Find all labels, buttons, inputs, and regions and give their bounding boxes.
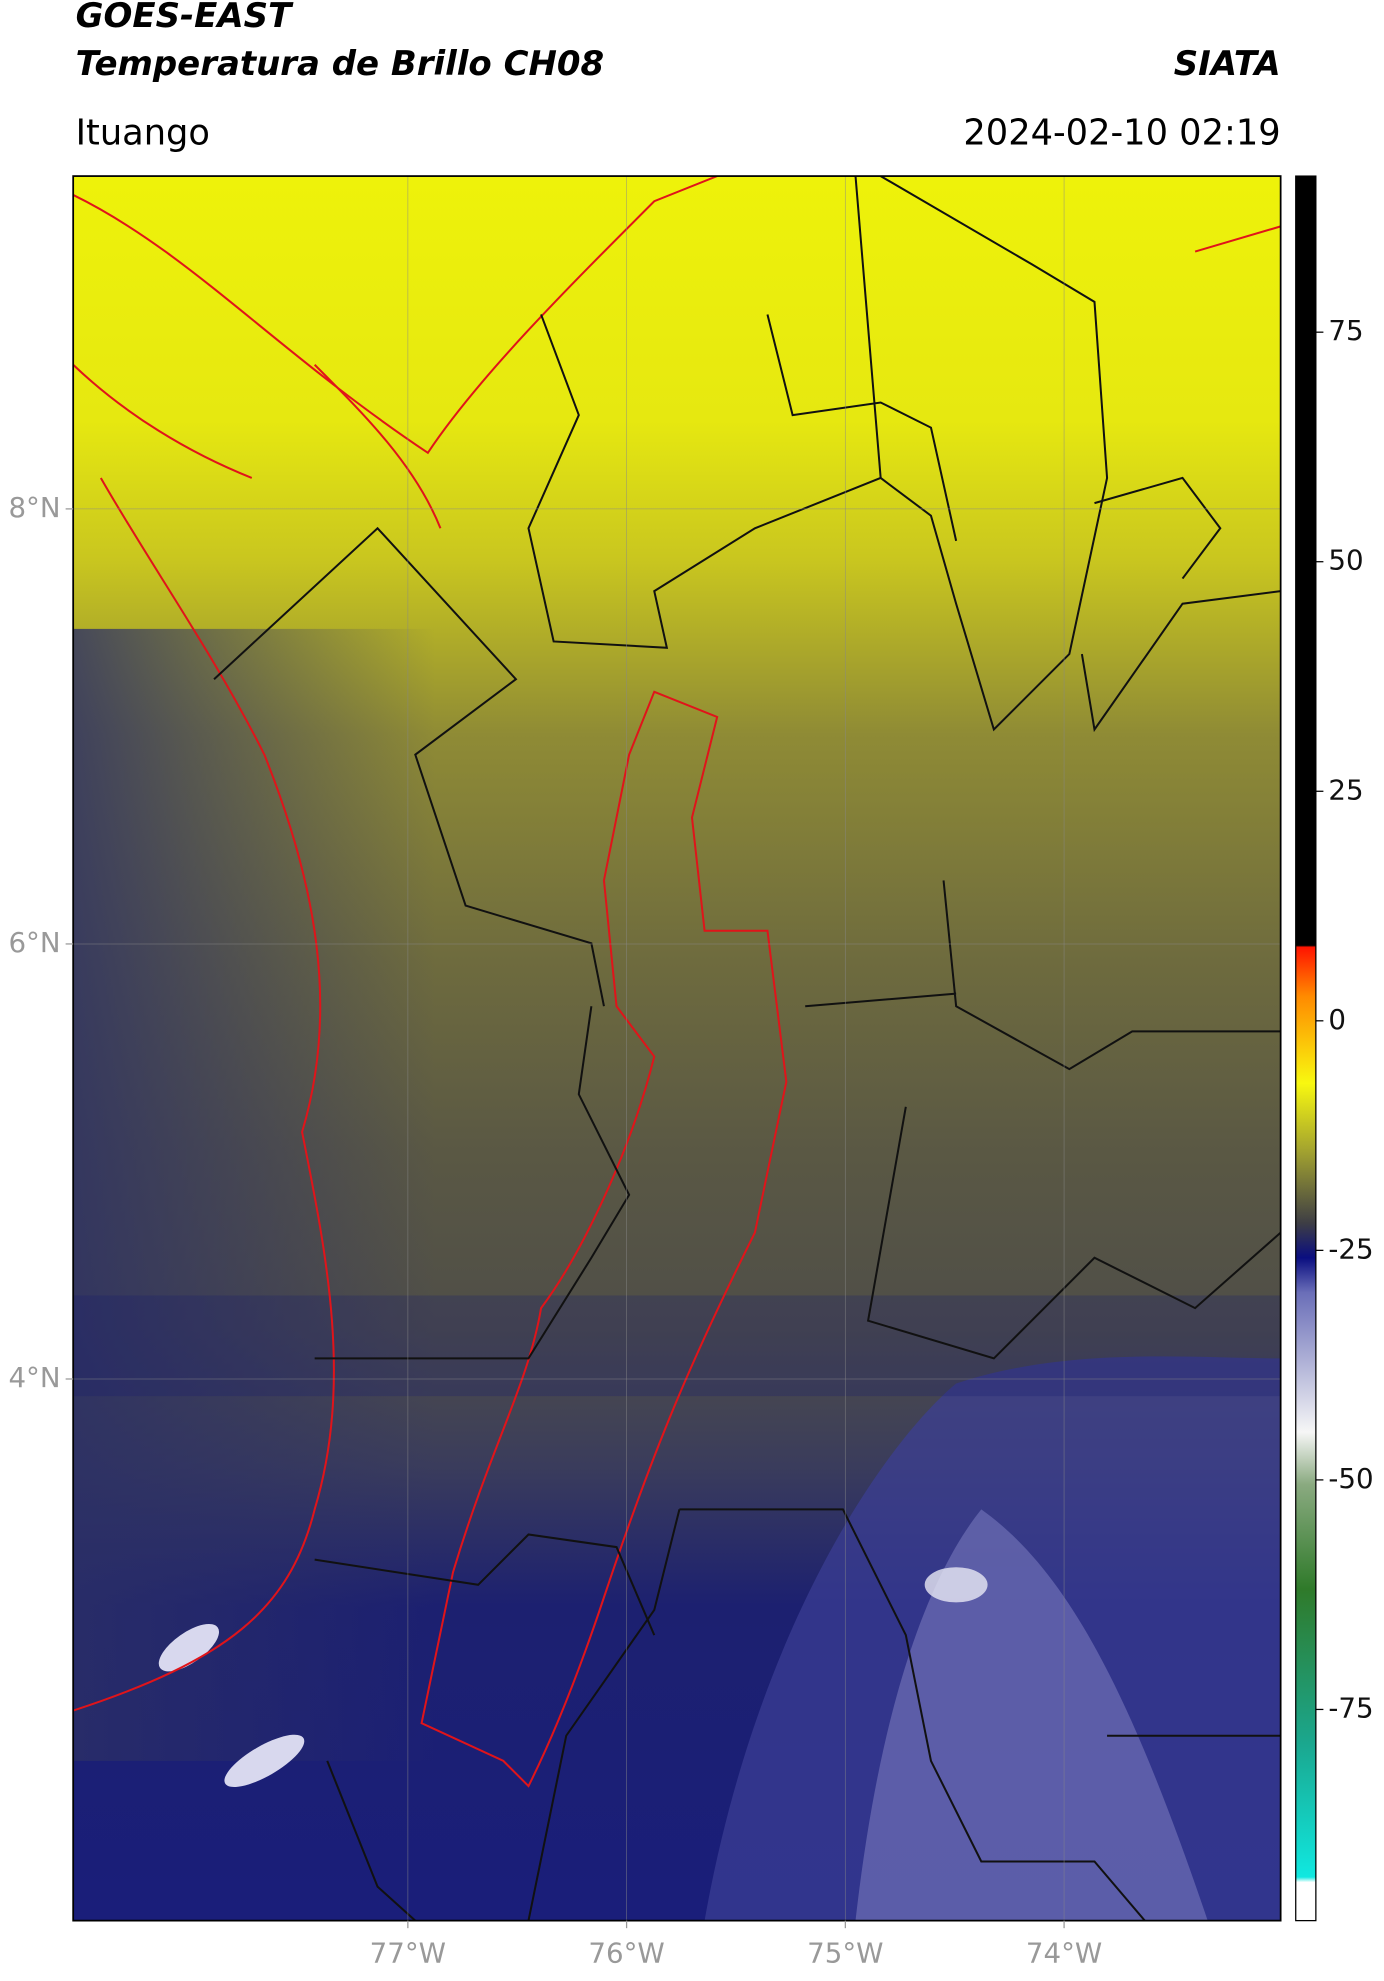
colorbar-tick-label: -25 xyxy=(1328,1232,1373,1265)
colorbar-tick-label: -50 xyxy=(1328,1462,1373,1495)
colorbar-tick-label: -75 xyxy=(1328,1691,1373,1724)
x-tick-label: 75°W xyxy=(807,1937,883,1970)
colorbar xyxy=(1295,175,1317,1922)
map-frame xyxy=(72,175,1282,1922)
subtitle: Temperatura de Brillo CH08 xyxy=(76,44,604,84)
y-tick-label: 4°N xyxy=(8,1361,60,1394)
datetime: 2024-02-10 02:19 xyxy=(963,113,1280,154)
x-tick-label: 77°W xyxy=(370,1937,446,1970)
colorbar-tick-label: 0 xyxy=(1328,1003,1346,1036)
x-tick-label: 74°W xyxy=(1026,1937,1102,1970)
location: Ituango xyxy=(76,113,210,154)
source: SIATA xyxy=(1174,44,1281,84)
colorbar-tick-label: 50 xyxy=(1328,544,1363,577)
title: GOES-EAST xyxy=(76,0,294,36)
colorbar-tick-label: 25 xyxy=(1328,773,1363,806)
y-tick-label: 8°N xyxy=(8,491,60,524)
colorbar-tick-label: 75 xyxy=(1328,314,1363,347)
y-tick-label: 6°N xyxy=(8,926,60,959)
x-tick-label: 76°W xyxy=(588,1937,664,1970)
map xyxy=(73,176,1281,1921)
